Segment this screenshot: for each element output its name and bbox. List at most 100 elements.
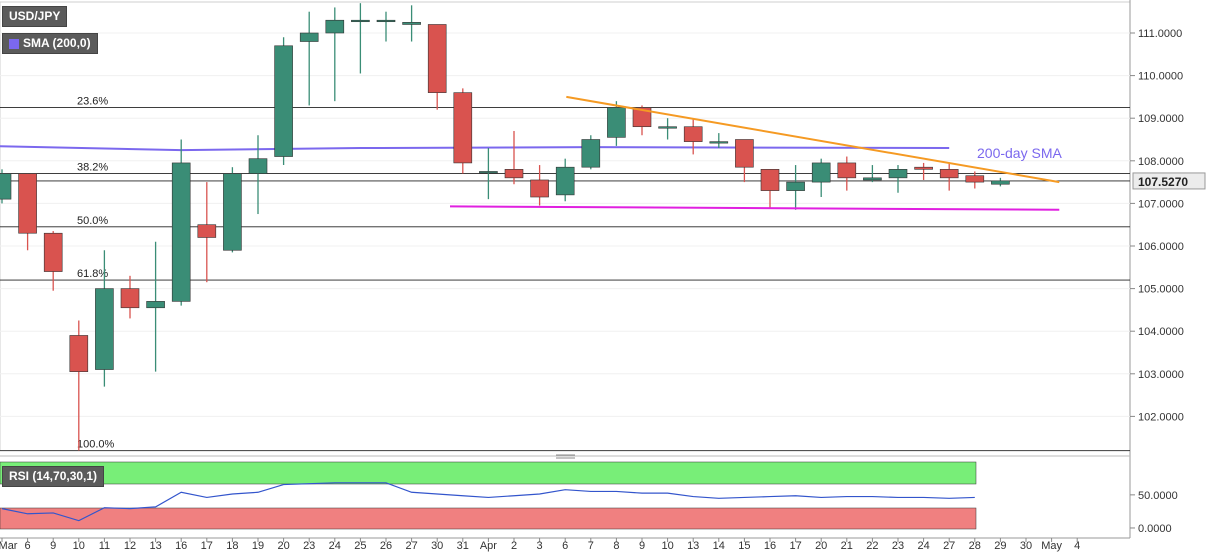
current-price-label: 107.5270 xyxy=(1138,175,1188,189)
candle-body xyxy=(632,107,652,128)
time-tick-label: 12 xyxy=(124,540,136,552)
candle-body xyxy=(888,169,908,179)
time-tick-label: 3 xyxy=(537,540,543,552)
rsi-line xyxy=(1,482,975,522)
fib-level-label: 61.8% xyxy=(77,268,108,280)
time-tick-label: 4 xyxy=(1074,540,1080,552)
axes: 111.0000110.0000109.0000108.0000107.0000… xyxy=(0,28,1206,552)
candle-body xyxy=(325,19,345,34)
time-tick-label: 16 xyxy=(764,540,776,552)
price-tick-label: 103.0000 xyxy=(1138,369,1184,381)
time-tick-label: 25 xyxy=(354,540,366,552)
candle-body xyxy=(274,45,293,157)
candle-body xyxy=(735,139,754,168)
time-tick-label: 14 xyxy=(713,540,725,552)
candle-body xyxy=(479,171,498,174)
candle-body xyxy=(863,177,882,181)
symbol-label: USD/JPY xyxy=(2,6,68,27)
time-tick-label: 16 xyxy=(175,540,187,552)
time-tick-label: 30 xyxy=(431,540,443,552)
candle-body xyxy=(811,162,831,183)
time-tick-label: 9 xyxy=(50,540,56,552)
candle-body xyxy=(18,173,37,234)
time-tick-label: 10 xyxy=(73,540,85,552)
candle-body xyxy=(581,139,601,168)
candle-body xyxy=(427,24,447,93)
time-tick-label: 24 xyxy=(329,540,341,552)
candle-body xyxy=(709,141,729,144)
time-tick-label: Mar xyxy=(0,540,18,552)
candle-body xyxy=(683,126,703,142)
time-tick-label: 21 xyxy=(841,540,853,552)
price-tick-label: 107.0000 xyxy=(1138,198,1184,210)
candle-body xyxy=(171,162,191,302)
time-tick-label: 19 xyxy=(252,540,264,552)
time-tick-label: 7 xyxy=(588,540,594,552)
candle-body xyxy=(837,162,857,179)
current-price-box xyxy=(1132,172,1206,190)
candle-body xyxy=(965,175,985,183)
fib-levels: 23.6% 38.2% 50.0% 61.8% 100.0% xyxy=(0,96,1130,451)
candle-body xyxy=(607,107,626,138)
time-tick-label: 17 xyxy=(201,540,213,552)
time-tick-label: 28 xyxy=(969,540,981,552)
grid-layer xyxy=(0,0,1131,539)
time-tick-label: 27 xyxy=(943,540,955,552)
sma-swatch xyxy=(9,38,19,49)
time-tick-label: 9 xyxy=(639,540,645,552)
time-tick-label: 20 xyxy=(277,540,289,552)
price-tick-label: 111.0000 xyxy=(1138,28,1182,40)
candle-body xyxy=(223,173,242,251)
sma-200-line xyxy=(0,145,950,152)
time-tick-label: May xyxy=(1041,540,1062,552)
rsi-legend-text: RSI (14,70,30,1) xyxy=(9,469,98,483)
time-tick-label: 23 xyxy=(303,540,315,552)
rsi-panel xyxy=(0,461,977,530)
candle-body xyxy=(991,180,1010,185)
candle-body xyxy=(69,335,89,372)
sma-legend-text: SMA (200,0) xyxy=(23,36,91,50)
time-tick-label: 26 xyxy=(380,540,392,552)
candle-body xyxy=(453,92,473,164)
price-tick-label: 106.0000 xyxy=(1138,241,1184,253)
time-tick-label: 20 xyxy=(815,540,827,552)
candle-body xyxy=(760,169,780,191)
time-tick-label: 30 xyxy=(1020,540,1032,552)
time-tick-label: 13 xyxy=(149,540,161,552)
time-tick-label: 8 xyxy=(613,540,619,552)
candles xyxy=(0,3,1010,451)
price-tick-label: 109.0000 xyxy=(1138,113,1184,125)
time-tick-label: 23 xyxy=(892,540,904,552)
candle-body xyxy=(248,158,268,174)
fib-level-label: 38.2% xyxy=(77,162,108,174)
rsi-tick-label: 50.0000 xyxy=(1138,490,1178,502)
rsi-legend: RSI (14,70,30,1) xyxy=(2,466,105,487)
candle-body xyxy=(351,19,370,23)
time-tick-label: 11 xyxy=(99,540,110,552)
candle-body xyxy=(0,173,12,200)
price-tick-label: 104.0000 xyxy=(1138,326,1184,338)
candle-body xyxy=(786,181,805,191)
candle-body xyxy=(504,169,524,179)
resistance-trendline xyxy=(566,95,1060,184)
candle-body xyxy=(43,232,63,272)
candle-body xyxy=(197,224,217,238)
time-tick-label: 17 xyxy=(789,540,801,552)
time-tick-label: 22 xyxy=(866,540,878,552)
support-line xyxy=(449,205,1060,211)
time-tick-label: 2 xyxy=(511,540,517,552)
candle-body xyxy=(555,166,575,196)
trend-lines xyxy=(449,95,1060,211)
fib-level-label: 100.0% xyxy=(77,438,115,450)
rsi-overbought-zone xyxy=(0,461,977,485)
candle-body xyxy=(658,126,677,129)
time-tick-label: 13 xyxy=(687,540,699,552)
rsi-oversold-zone xyxy=(0,507,977,530)
sma-legend: SMA (200,0) xyxy=(2,33,98,54)
fib-level-label: 23.6% xyxy=(77,96,108,108)
time-tick-label: 27 xyxy=(405,540,417,552)
candle-body xyxy=(402,22,421,25)
sma-annotation: 200-day SMA xyxy=(977,145,1062,161)
time-tick-label: 18 xyxy=(226,540,238,552)
